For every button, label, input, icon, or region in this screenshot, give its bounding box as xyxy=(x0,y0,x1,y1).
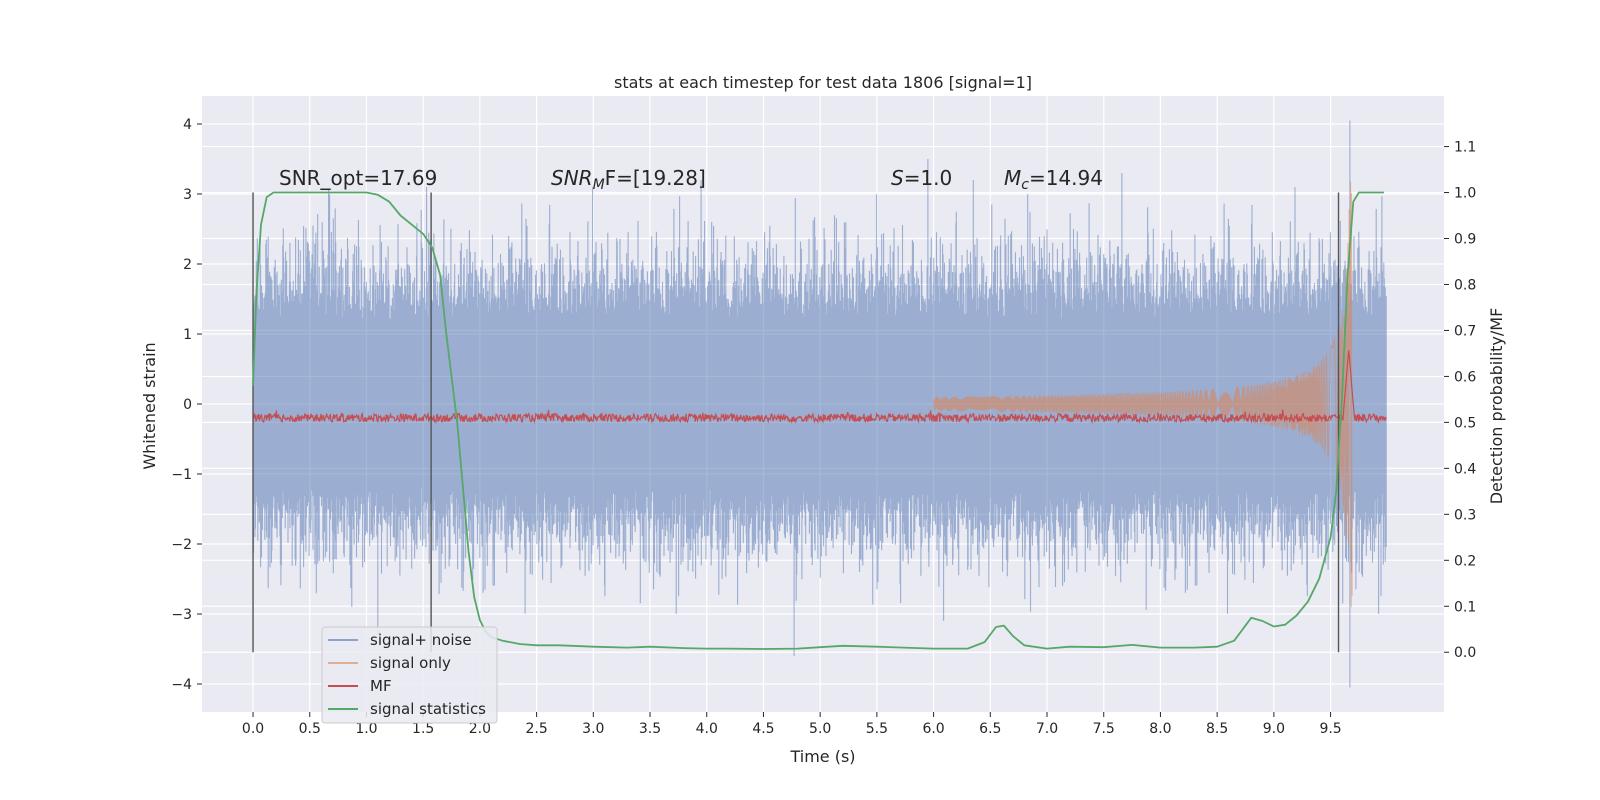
y2-tick-label: 1.1 xyxy=(1454,140,1476,156)
signal-statistics-line xyxy=(252,191,1384,650)
y2-tick-label: 0.3 xyxy=(1454,507,1476,523)
x-axis-label: Time (s) xyxy=(789,747,855,766)
y2-tick-label: 0.8 xyxy=(1454,277,1476,293)
x-tick-label: 9.5 xyxy=(1319,721,1341,737)
x-tick-label: 0.5 xyxy=(299,721,321,737)
snr-mf-annotation: SNRMF=[19.28] xyxy=(551,166,706,193)
signal-only-series xyxy=(933,181,1353,608)
y-tick-label: 2 xyxy=(183,257,192,273)
snr-mf-base: SNR xyxy=(551,166,593,190)
x-tick-label: 3.5 xyxy=(639,721,661,737)
x-tick-label: 5.0 xyxy=(809,721,831,737)
x-tick-label: 0.0 xyxy=(242,721,264,737)
x-tick-label: 6.0 xyxy=(922,721,944,737)
legend-label-signal-statistics: signal statistics xyxy=(370,700,486,718)
mf-series xyxy=(252,350,1387,425)
x-tick-label: 9.0 xyxy=(1263,721,1285,737)
y2-tick-label: 0.0 xyxy=(1454,645,1476,661)
y-axis-label: Whitened strain xyxy=(140,342,159,469)
y2-axis-label: Detection probability/MF xyxy=(1487,308,1506,505)
x-tick-label: 2.5 xyxy=(525,721,547,737)
x-tick-label: 7.0 xyxy=(1036,721,1058,737)
mc-base: M xyxy=(1004,166,1021,190)
legend-label-signal-only: signal only xyxy=(370,654,451,672)
y-tick-label: −4 xyxy=(171,677,192,693)
legend-box xyxy=(321,626,498,724)
y2-axis-ticks: 1.1 1.0 0.9 0.8 0.7 0.6 0.5 0.4 0.3 0.2 0.1 0.0 xyxy=(1444,140,1476,661)
y-tick-label: 4 xyxy=(183,117,192,133)
snr-mf-value: F=[19.28] xyxy=(605,166,706,190)
mc-subscript: c xyxy=(1021,177,1029,193)
y-tick-label: 1 xyxy=(183,327,192,343)
y2-tick-label: 0.9 xyxy=(1454,232,1476,248)
legend-label-mf: MF xyxy=(370,677,392,695)
x-tick-label: 1.0 xyxy=(355,721,377,737)
s-value: =1.0 xyxy=(904,166,953,190)
x-axis-ticks: 0.0 0.5 1.0 1.5 2.0 2.5 3.0 3.5 4.0 4.5 5.0 5.5 6.0 6… xyxy=(242,712,1342,737)
y-tick-label: −1 xyxy=(171,467,192,483)
y-tick-label: 0 xyxy=(183,397,192,413)
y2-tick-label: 0.4 xyxy=(1454,461,1476,477)
y2-tick-label: 0.2 xyxy=(1454,553,1476,569)
y2-tick-label: 0.6 xyxy=(1454,369,1476,385)
legend: signal+ noise signal only MF signal stat… xyxy=(321,626,498,724)
plot-area xyxy=(252,120,1387,688)
y-tick-label: −3 xyxy=(171,607,192,623)
chart-title: stats at each timestep for test data 180… xyxy=(614,73,1032,92)
snr-opt-annotation: SNR_opt=17.69 xyxy=(279,166,437,190)
x-tick-label: 6.5 xyxy=(979,721,1001,737)
y2-tick-label: 0.1 xyxy=(1454,599,1476,615)
x-tick-label: 4.0 xyxy=(696,721,718,737)
x-tick-label: 1.5 xyxy=(412,721,434,737)
x-tick-label: 8.0 xyxy=(1149,721,1171,737)
x-tick-label: 4.5 xyxy=(752,721,774,737)
x-tick-label: 5.5 xyxy=(866,721,888,737)
signal-only-line xyxy=(933,181,1353,608)
y-axis-ticks: 4 3 2 1 0 −1 −2 −3 −4 xyxy=(171,117,202,693)
y2-tick-label: 0.7 xyxy=(1454,323,1476,339)
x-tick-label: 3.0 xyxy=(582,721,604,737)
s-symbol: S xyxy=(891,166,904,190)
y2-tick-label: 0.5 xyxy=(1454,415,1476,431)
x-tick-label: 2.0 xyxy=(469,721,491,737)
signal-statistics-series xyxy=(252,191,1384,650)
mf-line xyxy=(252,350,1387,425)
x-tick-label: 8.5 xyxy=(1206,721,1228,737)
vlines xyxy=(252,192,1340,653)
mc-annotation: Mc=14.94 xyxy=(1004,166,1103,193)
y-tick-label: 3 xyxy=(183,187,192,203)
s-annotation: S=1.0 xyxy=(891,166,952,190)
y-tick-label: −2 xyxy=(171,537,192,553)
mc-value: =14.94 xyxy=(1029,166,1103,190)
x-tick-label: 7.5 xyxy=(1093,721,1115,737)
legend-label-signal-noise: signal+ noise xyxy=(370,631,472,649)
snr-mf-subscript: M xyxy=(593,177,605,193)
y2-tick-label: 1.0 xyxy=(1454,186,1476,202)
